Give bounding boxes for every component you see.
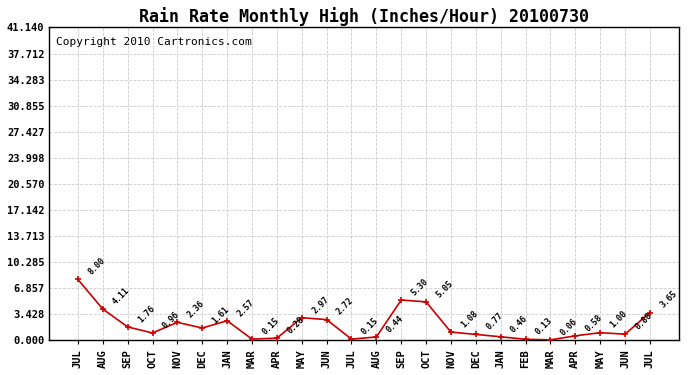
Text: 2.36: 2.36: [186, 299, 206, 320]
Text: 8.00: 8.00: [86, 256, 107, 277]
Text: 0.44: 0.44: [385, 314, 405, 334]
Text: 1.00: 1.00: [609, 309, 629, 330]
Text: 0.28: 0.28: [285, 315, 306, 335]
Text: 0.58: 0.58: [584, 313, 604, 333]
Text: 1.08: 1.08: [460, 309, 480, 329]
Text: 0.15: 0.15: [260, 316, 281, 336]
Text: 1.76: 1.76: [136, 304, 157, 324]
Text: 0.80: 0.80: [633, 311, 654, 332]
Text: 0.06: 0.06: [559, 316, 580, 337]
Text: 3.65: 3.65: [658, 289, 679, 310]
Text: 4.11: 4.11: [111, 286, 132, 306]
Text: 1.61: 1.61: [210, 305, 231, 325]
Text: 2.57: 2.57: [235, 297, 256, 318]
Text: 0.13: 0.13: [534, 316, 554, 336]
Title: Rain Rate Monthly High (Inches/Hour) 20100730: Rain Rate Monthly High (Inches/Hour) 201…: [139, 7, 589, 26]
Text: 2.97: 2.97: [310, 294, 331, 315]
Text: 0.15: 0.15: [359, 316, 380, 336]
Text: 2.72: 2.72: [335, 296, 355, 317]
Text: 0.96: 0.96: [161, 310, 181, 330]
Text: 5.30: 5.30: [410, 277, 430, 297]
Text: Copyright 2010 Cartronics.com: Copyright 2010 Cartronics.com: [56, 37, 251, 47]
Text: 5.05: 5.05: [435, 279, 455, 299]
Text: 0.46: 0.46: [509, 314, 529, 334]
Text: 0.77: 0.77: [484, 311, 504, 332]
